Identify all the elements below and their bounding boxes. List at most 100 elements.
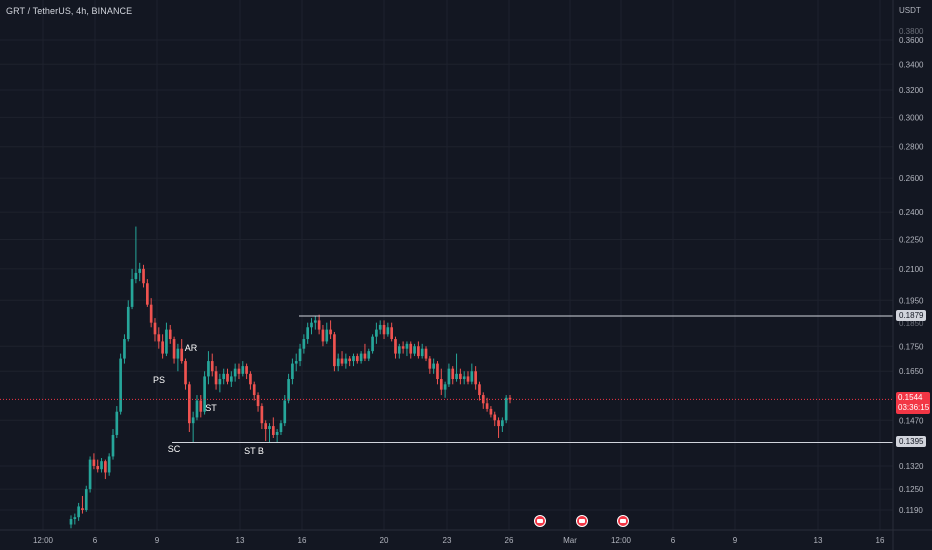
candle — [96, 459, 100, 473]
candle — [73, 513, 77, 525]
candle-body — [405, 343, 409, 349]
candle-body — [344, 358, 348, 364]
candle-body — [386, 327, 390, 335]
candle — [390, 322, 393, 342]
candle-body — [310, 322, 313, 328]
candle — [497, 417, 500, 438]
candle — [375, 322, 378, 344]
candle — [367, 348, 371, 362]
candle — [439, 368, 443, 396]
candle — [134, 226, 138, 284]
candle — [188, 381, 191, 432]
candle — [413, 343, 416, 357]
candle — [256, 392, 260, 412]
candle — [451, 366, 455, 385]
flag-icon[interactable] — [534, 515, 546, 527]
candle-body — [359, 353, 363, 362]
candle-body — [489, 408, 493, 415]
price-tick-label: 0.2800 — [899, 143, 924, 152]
candle-body — [432, 363, 435, 369]
flag-icon[interactable] — [617, 515, 629, 527]
candle-body — [279, 423, 283, 432]
candle-body — [306, 327, 310, 340]
price-tick-label: 0.3200 — [899, 86, 924, 95]
flag-icon[interactable] — [576, 515, 588, 527]
candle-body — [397, 346, 401, 354]
candle-body — [168, 329, 172, 340]
candle — [218, 373, 222, 393]
candle — [107, 453, 111, 476]
time-tick-label: 13 — [236, 536, 245, 545]
candle-body — [371, 336, 374, 352]
candle-body — [88, 459, 92, 490]
candle-body — [424, 348, 428, 359]
candle — [443, 381, 447, 398]
candle-body — [256, 395, 260, 407]
candle — [466, 371, 470, 385]
price-tick-label: 0.1470 — [899, 416, 924, 425]
candle — [481, 392, 485, 409]
candle — [126, 300, 130, 342]
candle-body — [92, 459, 96, 466]
candle-body — [138, 268, 142, 273]
time-tick-label: 23 — [443, 536, 452, 545]
candle-body — [107, 456, 111, 473]
candle-body — [291, 363, 294, 380]
candle — [501, 417, 504, 432]
candle-body — [493, 414, 497, 421]
candle-body — [352, 356, 355, 362]
price-tick-label: 0.2100 — [899, 265, 924, 274]
candle — [260, 403, 264, 430]
price-tick-label: 0.3800 — [899, 27, 924, 36]
candle-body — [508, 397, 512, 400]
price-tick-label: 0.1950 — [899, 296, 924, 305]
candle — [359, 351, 363, 364]
candle — [180, 339, 184, 364]
candle — [474, 366, 477, 390]
symbol-title[interactable]: GRT / TetherUS, 4h, BINANCE — [6, 6, 133, 16]
candle-body — [81, 508, 84, 510]
candle — [214, 366, 218, 390]
candle-body — [504, 397, 508, 421]
candle — [264, 420, 268, 441]
candle — [405, 341, 409, 357]
candle — [81, 495, 84, 514]
time-tick-label: 6 — [93, 536, 98, 545]
annotation-st: ST — [205, 403, 217, 413]
candle — [478, 381, 481, 401]
candle-body — [294, 361, 298, 364]
candle-body — [451, 368, 455, 380]
candle-body — [497, 420, 500, 427]
candle-body — [210, 361, 214, 372]
candle-body — [367, 351, 371, 359]
levels — [0, 315, 893, 444]
candle — [287, 373, 290, 404]
candle — [294, 353, 298, 372]
candle — [455, 353, 458, 382]
candle-body — [161, 341, 164, 354]
candle-body — [287, 379, 290, 401]
candle — [157, 327, 161, 349]
candle-body — [214, 371, 218, 385]
candle — [229, 371, 233, 387]
candle-body — [184, 361, 187, 385]
candle — [172, 336, 176, 364]
time-tick-label: Mar — [563, 536, 577, 545]
price-tick-label: 0.2400 — [899, 208, 924, 217]
candle-body — [207, 361, 210, 377]
candle-body — [455, 373, 458, 380]
candle — [69, 515, 73, 529]
candle — [317, 314, 321, 335]
candle-body — [321, 329, 325, 342]
candle-body — [439, 379, 443, 390]
support-price-tag: 0.1395 — [896, 436, 927, 447]
price-tick-label: 0.1250 — [899, 485, 924, 494]
candle — [306, 322, 310, 344]
candle — [77, 502, 80, 521]
bar-countdown: 03:36:15 — [898, 403, 930, 412]
candle — [249, 371, 252, 390]
price-tick-label: 0.1320 — [899, 462, 924, 471]
candle — [168, 324, 172, 344]
